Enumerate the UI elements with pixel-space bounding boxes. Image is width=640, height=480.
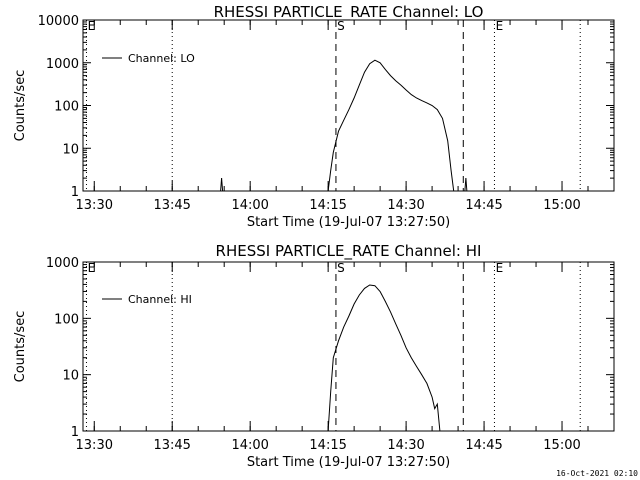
y-axis-label: Counts/sec (13, 70, 28, 142)
legend: Channel: HI (102, 293, 192, 306)
x-tick-label: 14:30 (387, 198, 424, 213)
chart-panel-2: RHESSI PARTICLE_RATE Channel: HI Counts/s… (13, 242, 615, 470)
series-line-channel-hi (327, 284, 441, 432)
series-line-channel-lo (327, 59, 455, 192)
y-tick-label: 100 (54, 100, 79, 115)
x-tick-label: 15:00 (543, 438, 580, 453)
x-tick-label: 13:45 (153, 438, 190, 453)
plot-frame (82, 261, 615, 432)
series-spike (465, 178, 468, 192)
y-tick-label: 10 (62, 369, 79, 384)
y-tick-label: 10 (62, 142, 79, 157)
x-tick-label: 13:45 (153, 198, 190, 213)
series-spike (221, 178, 224, 192)
x-tick-label: 14:15 (309, 198, 346, 213)
marker-label: S (337, 19, 345, 33)
x-tick-label: 14:00 (231, 438, 268, 453)
y-tick-label: 1 (71, 425, 79, 440)
x-tick-label: 14:30 (387, 438, 424, 453)
y-tick-label: 1000 (46, 256, 79, 271)
x-tick-label: 14:45 (465, 438, 502, 453)
legend-label: Channel: HI (128, 293, 192, 306)
x-tick-label: 14:45 (465, 198, 502, 213)
marker-label: E (496, 261, 504, 275)
x-tick-label: 13:30 (76, 198, 113, 213)
chart-title: RHESSI PARTICLE_RATE Channel: LO (214, 3, 484, 22)
x-tick-label: 13:30 (76, 438, 113, 453)
plot-frame (82, 19, 615, 192)
y-axis-label: Counts/sec (13, 311, 28, 383)
x-axis-label: Start Time (19-Jul-07 13:27:50) (247, 215, 450, 230)
chart-panel-1: RHESSI PARTICLE_RATE Channel: LO Counts/s… (13, 3, 615, 230)
y-tick-label: 10000 (38, 14, 79, 29)
x-axis-label: Start Time (19-Jul-07 13:27:50) (247, 455, 450, 470)
x-tick-label: 14:00 (231, 198, 268, 213)
x-tick-label: 14:15 (309, 438, 346, 453)
y-tick-label: 1 (71, 185, 79, 200)
legend: Channel: LO (102, 52, 195, 65)
x-tick-label: 15:00 (543, 198, 580, 213)
marker-label: E (88, 19, 96, 33)
y-tick-label: 100 (54, 312, 79, 327)
legend-label: Channel: LO (128, 52, 195, 65)
chart-title: RHESSI PARTICLE_RATE Channel: HI (216, 242, 482, 261)
marker-label: S (337, 261, 345, 275)
y-tick-label: 1000 (46, 57, 79, 72)
marker-label: E (88, 261, 96, 275)
marker-label: E (496, 19, 504, 33)
footer-timestamp: 16-Oct-2021 02:10 (556, 469, 638, 478)
